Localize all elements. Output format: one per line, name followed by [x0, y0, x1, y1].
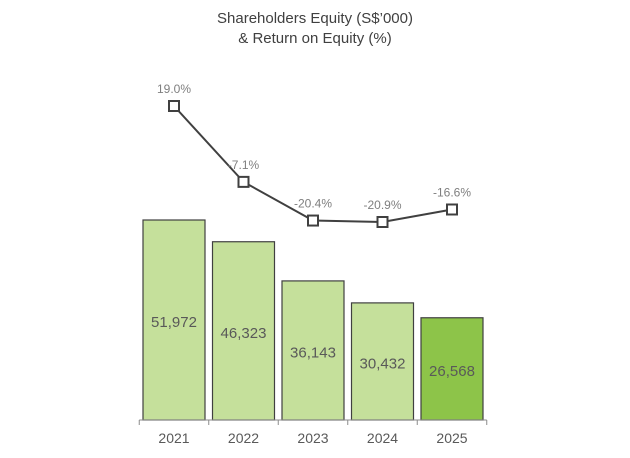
- bar-2024: [350, 302, 415, 421]
- roe-marker-2025: [446, 203, 458, 216]
- bar-value-label-2023: 36,143: [290, 344, 336, 361]
- x-tick-label-2022: 2022: [228, 430, 259, 446]
- bar-value-label-2025: 26,568: [429, 363, 475, 380]
- roe-marker-2022: [237, 175, 250, 188]
- roe-value-label-2024: -20.9%: [363, 198, 401, 212]
- roe-value-label-2022: -7.1%: [228, 158, 260, 172]
- bar-2021: [142, 219, 206, 421]
- bar-value-label-2022: 46,323: [221, 325, 267, 342]
- bar-value-label-2021: 51,972: [151, 314, 197, 331]
- roe-value-label-2025: -16.6%: [433, 185, 471, 199]
- roe-value-label-2023: -20.4%: [294, 197, 332, 211]
- x-tick-label-2021: 2021: [158, 430, 189, 446]
- x-axis: 2021 2022 2023 2024 2025: [138, 419, 488, 446]
- x-tick-label-2023: 2023: [297, 430, 328, 446]
- x-tick-label-2025: 2025: [436, 430, 467, 446]
- chart-title-line-1: Shareholders Equity (S$’000): [217, 10, 413, 27]
- roe-marker-2024: [376, 216, 389, 228]
- bar-value-label-2024: 30,432: [360, 355, 406, 372]
- roe-line-series: 19.0% -7.1% -20.4% -20.9% -16.6%: [157, 82, 471, 228]
- x-tick-label-2024: 2024: [367, 430, 398, 446]
- bar-2022: [211, 241, 276, 421]
- roe-marker-2021: [168, 100, 180, 112]
- roe-value-label-2021: 19.0%: [157, 82, 191, 96]
- chart-title-line-2: & Return on Equity (%): [238, 30, 391, 47]
- roe-marker-2023: [307, 214, 319, 227]
- bar-series: 51,972 46,323 36,143 30,432 26,568: [142, 219, 484, 421]
- bar-2023: [281, 280, 345, 421]
